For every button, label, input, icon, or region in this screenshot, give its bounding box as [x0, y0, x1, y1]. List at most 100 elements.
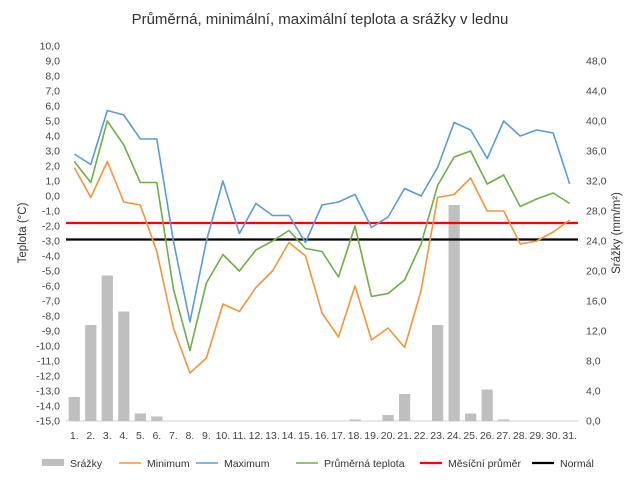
y2-tick-label: 48,0: [586, 56, 607, 68]
x-tick-label: 6.: [152, 430, 161, 442]
y-tick-label: -6,0: [42, 281, 60, 293]
line-minimum: [73, 160, 571, 374]
y-tick-label: 0,0: [45, 191, 60, 203]
y2-tick-label: 32,0: [586, 176, 607, 188]
y-tick-label: 6,0: [45, 101, 60, 113]
bar-srazky: [101, 275, 113, 421]
x-tick-label: 1.: [70, 430, 79, 442]
y-tick-label: -14,0: [36, 401, 60, 413]
x-tick-label: 13.: [265, 430, 280, 442]
x-tick-label: 10.: [216, 430, 231, 442]
legend-label-minimum: Minimum: [147, 458, 190, 470]
x-tick-label: 9.: [202, 430, 211, 442]
y-tick-label: -10,0: [36, 341, 60, 353]
x-tick-label: 5.: [136, 430, 145, 442]
y-tick-label: 3,0: [45, 146, 60, 158]
y2-tick-label: 40,0: [586, 116, 607, 128]
legend-label-srazky: Srážky: [70, 458, 103, 470]
x-tick-label: 31.: [562, 430, 577, 442]
legend: Srážky Minimum Maximum Průměrná teplota Měsí…: [42, 458, 594, 470]
y2-tick-label: 36,0: [586, 146, 607, 158]
x-tick-label: 3.: [103, 430, 112, 442]
x-tick-label: 30.: [546, 430, 561, 442]
legend-label-maximum: Maximum: [224, 458, 270, 470]
bar-srazky: [465, 413, 477, 421]
y-tick-label: 5,0: [45, 116, 60, 128]
x-tick-label: 18.: [348, 430, 363, 442]
y-tick-label: -9,0: [42, 326, 60, 338]
y-tick-label: -7,0: [42, 296, 60, 308]
y-tick-label: 9,0: [45, 56, 60, 68]
x-tick-label: 20.: [381, 430, 396, 442]
y2-tick-label: 0,0: [586, 416, 601, 428]
y2-tick-label: 16,0: [586, 296, 607, 308]
y-tick-label: -8,0: [42, 311, 60, 323]
x-tick-label: 7.: [169, 430, 178, 442]
bar-srazky: [398, 394, 411, 421]
x-tick-label: 22.: [414, 430, 429, 442]
x-tick-label: 21.: [397, 430, 412, 442]
bar-srazky: [134, 413, 146, 421]
y-tick-label: -1,0: [42, 206, 60, 218]
bar-srazky: [151, 416, 163, 421]
y-tick-label: -3,0: [42, 236, 60, 248]
y2-tick-label: 4,0: [586, 386, 601, 398]
y2-tick-label: 24,0: [586, 236, 607, 248]
y2-tick-label: 12,0: [586, 326, 607, 338]
bar-srazky: [498, 419, 510, 421]
x-tick-label: 28.: [513, 430, 528, 442]
bar-srazky: [382, 415, 394, 421]
x-tick-label: 23.: [430, 430, 445, 442]
x-tick-label: 12.: [249, 430, 264, 442]
x-tick-label: 11.: [233, 430, 247, 442]
y-tick-label: -13,0: [36, 386, 60, 398]
x-tick-label: 14.: [282, 430, 297, 442]
y-tick-label: 4,0: [45, 131, 60, 143]
x-tick-label: 26.: [480, 430, 495, 442]
y2-tick-label: 28,0: [586, 206, 607, 218]
y2-tick-label: 44,0: [586, 86, 607, 98]
x-tick-label: 2.: [86, 430, 95, 442]
bar-srazky: [349, 419, 361, 421]
chart-title: Průměrná, minimální, maximální teplota a…: [132, 11, 509, 28]
y-tick-label: -4,0: [42, 251, 60, 263]
y2-axis-title: Srážky (mm/m²): [611, 192, 623, 274]
y-tick-label: -11,0: [37, 356, 60, 368]
y-tick-label: 7,0: [45, 86, 60, 98]
line-maximum: [73, 109, 571, 323]
y-tick-label: -2,0: [42, 221, 60, 233]
x-tick-label: 24.: [447, 430, 462, 442]
bar-srazky: [118, 311, 130, 421]
y-tick-label: -15,0: [36, 416, 60, 428]
legend-label-normal: Normál: [560, 458, 594, 470]
bar-srazky: [431, 325, 444, 421]
bar-srazky: [481, 389, 493, 421]
y-tick-label: 10,0: [40, 41, 61, 53]
x-tick-label: 19.: [364, 430, 379, 442]
x-tick-label: 16.: [315, 430, 330, 442]
bar-srazky: [85, 325, 97, 421]
y-axis-title: Teplota (°C): [17, 202, 29, 263]
y-tick-label: -12,0: [36, 371, 60, 383]
legend-swatch-srazky: [42, 459, 64, 466]
x-tick-label: 29.: [529, 430, 544, 442]
bar-srazky: [68, 397, 80, 421]
y-tick-label: 1,0: [45, 176, 60, 188]
y-tick-label: -5,0: [42, 266, 60, 278]
legend-label-prumerna-teplota: Průměrná teplota: [324, 458, 405, 470]
y-tick-label: 2,0: [45, 161, 60, 173]
y2-tick-label: 20,0: [586, 266, 607, 278]
x-tick-label: 15.: [298, 430, 313, 442]
plot-area: 10,0 9,0 8,0 7,0 6,0 5,0 4,0 3,0 2,0 1,0 0,0 -1,0 -2…: [36, 41, 607, 443]
y-tick-label: 8,0: [45, 71, 60, 83]
x-tick-label: 4.: [119, 430, 128, 442]
x-tick-label: 8.: [185, 430, 194, 442]
x-tick-label: 17.: [331, 430, 346, 442]
y2-tick-label: 8,0: [586, 356, 601, 368]
x-tick-label: 27.: [496, 430, 511, 442]
x-tick-label: 25.: [463, 430, 478, 442]
line-prumerna-teplota: [73, 120, 571, 352]
bar-srazky: [448, 205, 460, 421]
legend-label-mesicni-prumer: Měsíční průměr: [448, 458, 521, 470]
